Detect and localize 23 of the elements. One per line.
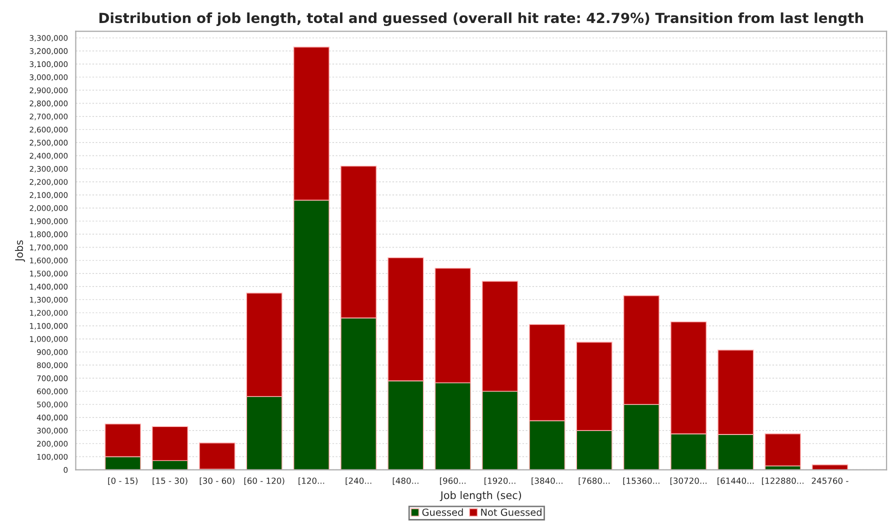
- x-tick-label: [480...: [392, 477, 418, 485]
- legend-label: Not Guessed: [481, 508, 542, 516]
- bar: [199, 442, 236, 470]
- x-tick-label: [1920...: [484, 477, 516, 485]
- x-tick-label: [0 - 15): [108, 477, 138, 485]
- bar: [764, 433, 801, 466]
- x-tick-label: [122880...: [762, 477, 804, 485]
- x-tick-label: [960...: [440, 477, 466, 485]
- chart-title: Distribution of job length, total and guessed (overall hit rate: 42.79%) Transition from last length: [99, 12, 864, 26]
- x-tick-label: [240...: [346, 477, 372, 485]
- x-tick-label: [3840...: [532, 477, 562, 485]
- x-tick-label: [15 - 30): [152, 477, 188, 485]
- x-axis-title: Job length (sec): [440, 491, 522, 502]
- x-tick-label: [61440...: [718, 477, 754, 485]
- x-tick-label: [7680...: [578, 477, 610, 485]
- x-tick-label: 245760 -: [812, 478, 848, 484]
- x-tick-label: [30 - 60): [200, 477, 234, 485]
- x-tick-label: [30720...: [670, 477, 707, 485]
- x-tick-label: [60 - 120): [244, 477, 284, 485]
- x-tick-label: [15360...: [623, 477, 660, 485]
- x-tick-label: [120...: [298, 477, 324, 485]
- legend-label: Guessed: [422, 508, 463, 516]
- y-axis-title: Jobs: [14, 240, 25, 262]
